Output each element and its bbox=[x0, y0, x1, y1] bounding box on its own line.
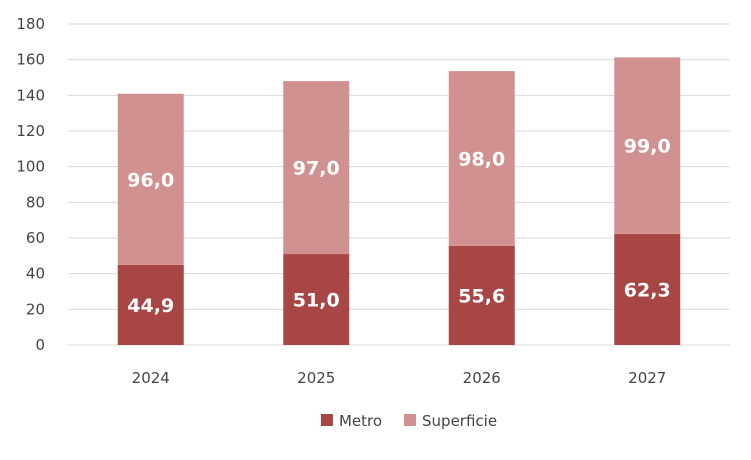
data-labels: 44,9 96,0 51,0 97,0 55,6 98,0 62,3 99,0 bbox=[127, 136, 670, 317]
legend-swatch bbox=[404, 414, 417, 426]
y-tick-label: 20 bbox=[26, 300, 45, 318]
bar-superficie-2026 bbox=[448, 71, 515, 246]
data-label-metro-2026: 55,6 bbox=[458, 285, 505, 307]
bar-superficie-2027 bbox=[614, 57, 681, 234]
legend-swatch bbox=[320, 414, 333, 426]
data-label-superficie-2026: 98,0 bbox=[458, 148, 505, 170]
y-tick-label: 180 bbox=[16, 15, 45, 33]
y-tick-label: 60 bbox=[26, 229, 45, 247]
x-tick-label: 2027 bbox=[628, 369, 666, 387]
data-label-superficie-2024: 96,0 bbox=[127, 169, 174, 191]
y-tick-label: 100 bbox=[16, 158, 45, 176]
y-tick-label: 0 bbox=[35, 336, 45, 354]
x-tick-label: 2025 bbox=[297, 369, 335, 387]
bar-metro-2024 bbox=[117, 264, 184, 345]
data-label-metro-2025: 51,0 bbox=[293, 290, 340, 312]
bar-superficie-2025 bbox=[283, 81, 350, 255]
x-tick-label: 2026 bbox=[463, 369, 501, 387]
bar-metro-2025 bbox=[283, 254, 350, 345]
bars bbox=[117, 57, 681, 345]
bar-superficie-2024 bbox=[117, 93, 184, 265]
y-tick-label: 80 bbox=[26, 193, 45, 211]
data-label-metro-2027: 62,3 bbox=[624, 279, 671, 301]
data-label-superficie-2025: 97,0 bbox=[293, 158, 340, 180]
bar-metro-2026 bbox=[448, 245, 515, 345]
bar-metro-2027 bbox=[614, 233, 681, 345]
y-tick-label: 160 bbox=[16, 51, 45, 69]
x-tick-label: 2024 bbox=[132, 369, 170, 387]
legend-label: Metro bbox=[339, 412, 382, 430]
legend: Metro Superficie bbox=[320, 412, 497, 430]
y-tick-label: 40 bbox=[26, 265, 45, 283]
legend-label: Superficie bbox=[422, 412, 497, 430]
y-tick-label: 120 bbox=[16, 122, 45, 140]
legend-item-superficie: Superficie bbox=[404, 412, 497, 430]
data-label-metro-2024: 44,9 bbox=[127, 295, 174, 317]
y-axis-ticks: 0 20 40 60 80 100 120 140 160 180 bbox=[16, 15, 45, 354]
x-axis-ticks: 2024 2025 2026 2027 bbox=[132, 369, 667, 387]
y-tick-label: 140 bbox=[16, 86, 45, 104]
legend-item-metro: Metro bbox=[320, 412, 382, 430]
data-label-superficie-2027: 99,0 bbox=[624, 136, 671, 158]
